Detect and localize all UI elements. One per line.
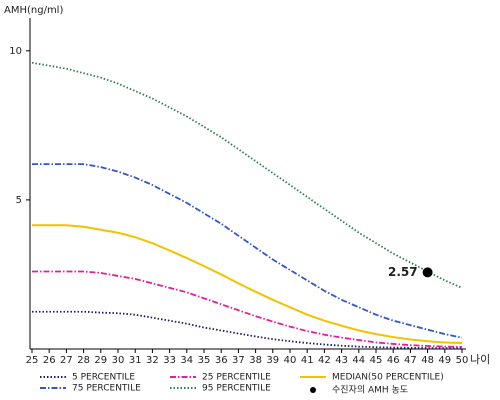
line-series (32, 270, 463, 348)
x-tick-label: 29 (94, 355, 107, 366)
x-tick-label: 38 (249, 355, 262, 366)
x-tick-label: 34 (180, 355, 193, 366)
y-tick-label: 10 (9, 46, 22, 57)
x-tick-label: 37 (232, 355, 245, 366)
x-tick-label: 32 (146, 355, 159, 366)
x-tick-label: 25 (26, 355, 39, 366)
x-tick-label: 44 (352, 355, 365, 366)
x-tick-label: 30 (112, 355, 125, 366)
x-tick-label: 41 (301, 355, 314, 366)
x-tick-label: 40 (284, 355, 297, 366)
line-series (32, 163, 463, 339)
x-tick-label: 35 (198, 355, 211, 366)
x-tick-label: 45 (370, 355, 383, 366)
x-tick-label: 28 (77, 355, 90, 366)
x-tick-label: 27 (60, 355, 73, 366)
x-tick-label: 48 (421, 355, 434, 366)
x-tick-label: 46 (387, 355, 400, 366)
legend-label: 95 PERCENTILE (202, 384, 271, 394)
x-tick-label: 36 (215, 355, 228, 366)
legend-swatch (310, 387, 316, 393)
x-tick-label: 50 (456, 355, 469, 366)
x-tick-label: 39 (266, 355, 279, 366)
x-tick-label: 43 (335, 355, 348, 366)
legend-label: 25 PERCENTILE (202, 373, 271, 383)
x-tick-label: 33 (163, 355, 176, 366)
line-series (32, 224, 463, 345)
line-series (31, 61, 463, 289)
x-tick-label: 42 (318, 355, 331, 366)
x-axis-label: 나이 (470, 353, 490, 366)
x-tick-label: 31 (129, 355, 142, 366)
legend-label: 5 PERCENTILE (72, 373, 135, 383)
patient-value-label: 2.57 (388, 265, 418, 279)
x-tick-label: 47 (404, 355, 417, 366)
y-tick-label: 5 (16, 195, 22, 206)
x-tick-label: 49 (438, 355, 451, 366)
x-tick-label: 26 (43, 355, 56, 366)
line-series (32, 310, 462, 350)
legend-label: 75 PERCENTILE (72, 384, 141, 394)
legend-label: MEDIAN(50 PERCENTILE) (332, 373, 444, 383)
y-axis-label: AMH(ng/ml) (4, 5, 63, 16)
legend-label: 수진자의 AMH 농도 (332, 385, 408, 396)
patient-marker (422, 267, 433, 278)
